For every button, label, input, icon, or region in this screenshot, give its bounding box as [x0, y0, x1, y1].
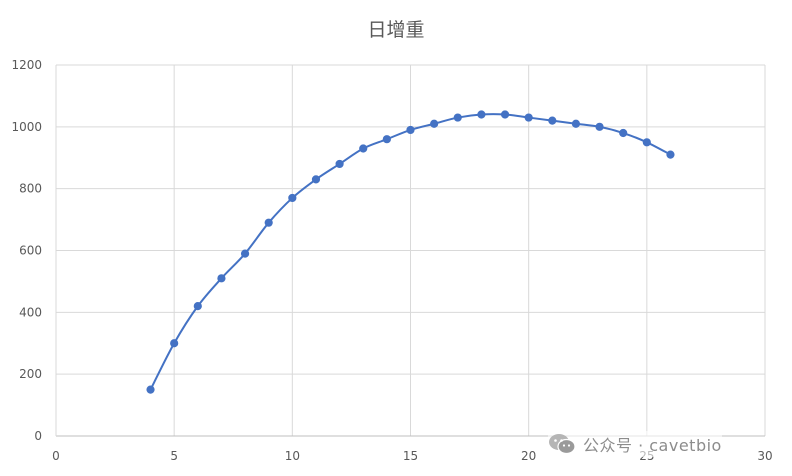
x-tick-label: 30 [757, 449, 772, 463]
series-layer [146, 110, 675, 394]
data-point [571, 119, 581, 128]
data-point [477, 110, 486, 119]
data-point [382, 135, 391, 144]
x-tick-label: 5 [170, 449, 178, 463]
data-point [524, 113, 533, 122]
wechat-icon [549, 434, 576, 455]
data-point [264, 218, 273, 227]
y-tick-label: 200 [19, 367, 42, 381]
watermark: 公众号 · cavetbio [548, 431, 722, 457]
data-point [240, 249, 250, 258]
data-point [359, 144, 368, 153]
y-tick-label: 0 [34, 429, 42, 443]
data-point [146, 385, 155, 394]
x-tick-label: 0 [52, 449, 60, 463]
axes: 020040060080010001200051015202530 [11, 58, 772, 463]
data-point [430, 119, 439, 128]
chart-title: 日增重 [367, 19, 424, 41]
data-point [335, 159, 344, 169]
data-point [288, 193, 297, 203]
watermark-text: 公众号 · cavetbio [583, 436, 722, 455]
data-point [406, 125, 415, 135]
data-point [217, 274, 226, 283]
data-point [500, 110, 510, 119]
data-point [548, 116, 557, 125]
y-tick-label: 800 [19, 182, 42, 196]
data-point [453, 113, 462, 122]
y-tick-label: 1000 [11, 120, 42, 134]
x-tick-label: 20 [521, 449, 536, 463]
data-point [619, 128, 628, 138]
data-point [595, 122, 604, 131]
gridlines [55, 64, 766, 437]
x-tick-label: 10 [285, 449, 300, 463]
y-tick-label: 1200 [11, 58, 42, 72]
x-tick-label: 15 [403, 449, 418, 463]
data-point [311, 175, 321, 184]
data-point [666, 150, 675, 159]
data-point [642, 138, 651, 147]
y-tick-label: 600 [19, 244, 42, 258]
y-tick-label: 400 [19, 305, 42, 319]
data-point [170, 339, 179, 348]
data-point [193, 302, 202, 311]
